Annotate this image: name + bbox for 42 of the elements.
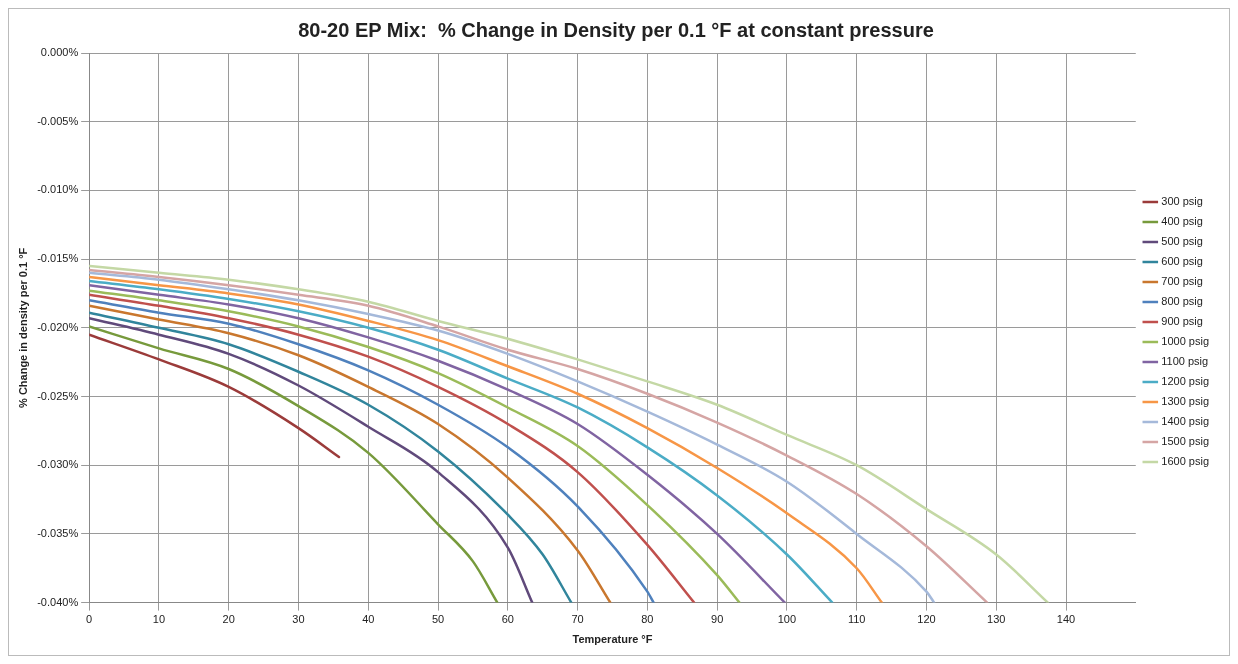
legend-label: 600 psig <box>1161 255 1203 268</box>
line-series <box>89 333 341 459</box>
chart-title: 80-20 EP Mix: % Change in Density per 0.1 °F at constant pressure <box>298 18 934 41</box>
x-tick-label: 20 <box>222 613 235 626</box>
y-tick-label: -0.010% <box>37 183 79 196</box>
legend-label: 1600 psig <box>1161 455 1210 468</box>
x-tick-label: 70 <box>571 613 584 626</box>
y-tick-label: -0.025% <box>37 389 79 402</box>
x-tick-label: 140 <box>1056 613 1076 626</box>
legend-label: 400 psig <box>1161 215 1203 228</box>
legend-label: 700 psig <box>1161 275 1203 288</box>
legend-label: 500 psig <box>1161 235 1203 248</box>
x-tick-label: 30 <box>292 613 305 626</box>
x-axis-title: Temperature °F <box>572 633 653 646</box>
y-tick-label: -0.030% <box>37 458 79 471</box>
legend-label: 900 psig <box>1161 315 1203 328</box>
x-tick-label: 120 <box>917 613 936 626</box>
y-tick-label: -0.020% <box>37 320 79 333</box>
legend-label: 1500 psig <box>1161 435 1210 448</box>
y-tick-label: 0.000% <box>40 46 79 59</box>
legend-label: 300 psig <box>1161 195 1203 208</box>
legend-label: 1000 psig <box>1161 335 1210 348</box>
x-tick-label: 90 <box>711 613 724 626</box>
legend-label: 1300 psig <box>1161 395 1210 408</box>
y-tick-label: -0.035% <box>37 526 79 539</box>
y-tick-label: -0.015% <box>37 252 79 265</box>
legend-label: 800 psig <box>1161 295 1203 308</box>
y-tick-label: -0.040% <box>37 595 79 608</box>
x-tick-label: 60 <box>501 613 514 626</box>
x-tick-label: 10 <box>152 613 166 626</box>
x-tick-label: 110 <box>847 613 866 626</box>
legend-label: 1400 psig <box>1161 415 1210 428</box>
x-tick-label: 50 <box>431 613 445 626</box>
legend-label: 1200 psig <box>1161 375 1210 388</box>
x-tick-label: 0 <box>86 613 93 626</box>
x-tick-label: 130 <box>987 613 1006 626</box>
y-tick-label: -0.005% <box>37 114 79 127</box>
x-tick-label: 100 <box>777 613 797 626</box>
legend-label: 1100 psig <box>1161 355 1209 368</box>
x-tick-label: 80 <box>641 613 654 626</box>
x-tick-label: 40 <box>362 613 375 626</box>
y-axis-title: % Change in density per 0.1 °F <box>16 247 29 408</box>
